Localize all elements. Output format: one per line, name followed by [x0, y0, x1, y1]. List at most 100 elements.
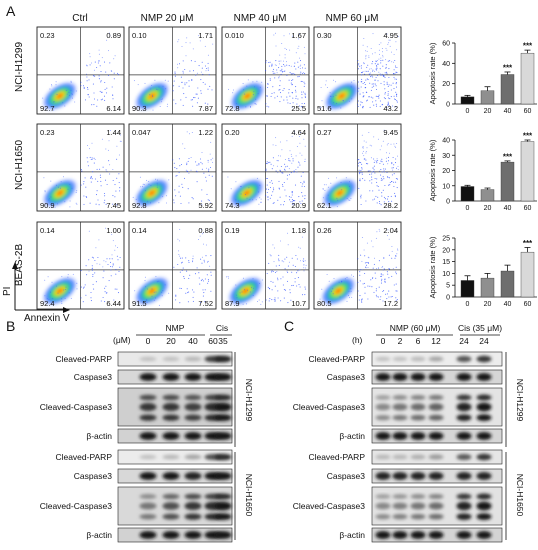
blot-band: [392, 454, 408, 460]
blot-band: [214, 432, 232, 440]
blot-band: [184, 373, 202, 381]
blot-label: β-actin: [339, 530, 365, 540]
blot-label: Caspase3: [327, 471, 366, 481]
quadrant-lower-left: 62.1: [317, 201, 332, 210]
quadrant-upper-right: 2.04: [383, 226, 398, 235]
blot-band: [392, 373, 408, 381]
panel-c-unit: (h): [352, 335, 363, 345]
blot-row: β-actin: [339, 428, 503, 444]
blot-band: [392, 395, 408, 400]
blot-band: [476, 453, 492, 461]
blot-band: [162, 531, 180, 539]
quadrant-lower-left: 80.5: [317, 299, 332, 308]
blot-band: [456, 501, 472, 511]
quadrant-upper-left: 0.26: [317, 226, 332, 235]
y-tick-label: 0: [446, 295, 450, 302]
bar: [520, 52, 535, 105]
blot-band: [184, 402, 202, 412]
blot-band: [162, 502, 180, 510]
blot-band: [476, 414, 492, 422]
bar-chart: 0 10 20 30 40 Apoptosis rate (%) 0 20 40 *** 60 ***: [428, 132, 537, 212]
quadrant-upper-right: 4.64: [291, 128, 306, 137]
blot-row: β-actin: [86, 428, 233, 444]
lane-label: 20: [166, 336, 176, 346]
x-tick-label: 60: [524, 108, 532, 115]
y-tick-label: 10: [442, 183, 450, 190]
panel-label-a: A: [6, 3, 16, 19]
blot-row: Caspase3: [74, 369, 233, 385]
blot-row: Caspase3: [74, 468, 233, 484]
blot-band: [184, 414, 202, 421]
blot-label: Cleaved-PARP: [308, 354, 365, 364]
quadrant-upper-right: 1.71: [198, 31, 213, 40]
x-tick-label: 20: [484, 205, 492, 212]
significance-marker: ***: [523, 239, 533, 248]
blot-band: [139, 502, 157, 510]
quadrant-lower-right: 43.2: [383, 104, 398, 113]
y-tick-label: 0: [446, 199, 450, 206]
flow-plot: 0.30 4.95 51.6 43.2: [313, 26, 402, 115]
blot-band: [428, 472, 444, 480]
blot-label: Cleaved-Caspase3: [40, 501, 113, 511]
blot-band: [214, 501, 232, 511]
blot-band: [214, 531, 232, 539]
blot-band: [139, 531, 157, 539]
blot-band: [410, 403, 426, 411]
blot-band: [162, 402, 180, 412]
y-tick-label: 20: [442, 168, 450, 175]
bar: [500, 74, 515, 105]
blot-band: [428, 395, 444, 400]
blot-band: [139, 513, 157, 520]
panel-b-western-blot: (μM) NMP Cis 0 20 40 60 35 Cleaved-PARP Caspa…: [40, 323, 254, 543]
quadrant-upper-left: 0.010: [225, 31, 244, 40]
blot-band: [410, 531, 426, 539]
quadrant-upper-left: 0.047: [132, 128, 151, 137]
blot-band: [456, 432, 472, 440]
blot-band: [476, 531, 492, 539]
significance-marker: ***: [503, 152, 513, 161]
blot-band: [214, 373, 232, 381]
panel-c-cell-bottom: NCI-H1650: [515, 474, 525, 517]
blot-band: [410, 494, 426, 499]
blot-band: [214, 394, 232, 401]
blot-band: [392, 514, 408, 520]
lane-label: 40: [188, 336, 198, 346]
quadrant-upper-right: 9.45: [383, 128, 398, 137]
quadrant-lower-left: 90.3: [132, 104, 147, 113]
y-tick-label: 0: [446, 102, 450, 109]
cell-line-label-beas2b: BEAS-2B: [14, 244, 25, 287]
blot-band: [214, 414, 232, 422]
blot-label: β-actin: [86, 431, 112, 441]
quadrant-lower-right: 20.9: [291, 201, 306, 210]
blot-band: [184, 356, 202, 362]
quadrant-upper-left: 0.23: [40, 31, 55, 40]
blot-band: [392, 502, 408, 510]
blot-band: [410, 432, 426, 440]
panel-label-c: C: [284, 318, 294, 334]
blot-band: [410, 513, 426, 520]
blot-band: [476, 355, 492, 363]
quadrant-upper-left: 0.19: [225, 226, 240, 235]
blot-band: [375, 356, 391, 362]
blot-band: [184, 513, 202, 520]
blot-band: [456, 414, 472, 421]
quadrant-upper-left: 0.10: [132, 31, 147, 40]
blot-band: [428, 414, 444, 421]
flow-axis-arrows: [12, 262, 70, 313]
bar: [480, 277, 495, 298]
x-tick-label: 40: [504, 205, 512, 212]
bar: [460, 186, 475, 202]
blot-band: [456, 472, 472, 480]
blot-row: Cleaved-PARP: [308, 449, 503, 465]
flow-plot: 0.19 1.18 87.9 10.7: [221, 221, 310, 310]
panel-label-b: B: [6, 318, 15, 334]
blot-band: [184, 432, 202, 440]
blot-label: Cleaved-Caspase3: [40, 402, 113, 412]
quadrant-upper-left: 0.23: [40, 128, 55, 137]
significance-marker: ***: [503, 63, 513, 72]
lane-label: 0: [146, 336, 151, 346]
panel-c-western-blot: (h) NMP (60 μM) Cis (35 μM) 0 2 6 12 24 24 Cl…: [293, 323, 525, 543]
condition-header-nmp60: NMP 60 μM: [326, 13, 379, 24]
blot-band: [476, 394, 492, 401]
x-tick-label: 60: [524, 301, 532, 308]
